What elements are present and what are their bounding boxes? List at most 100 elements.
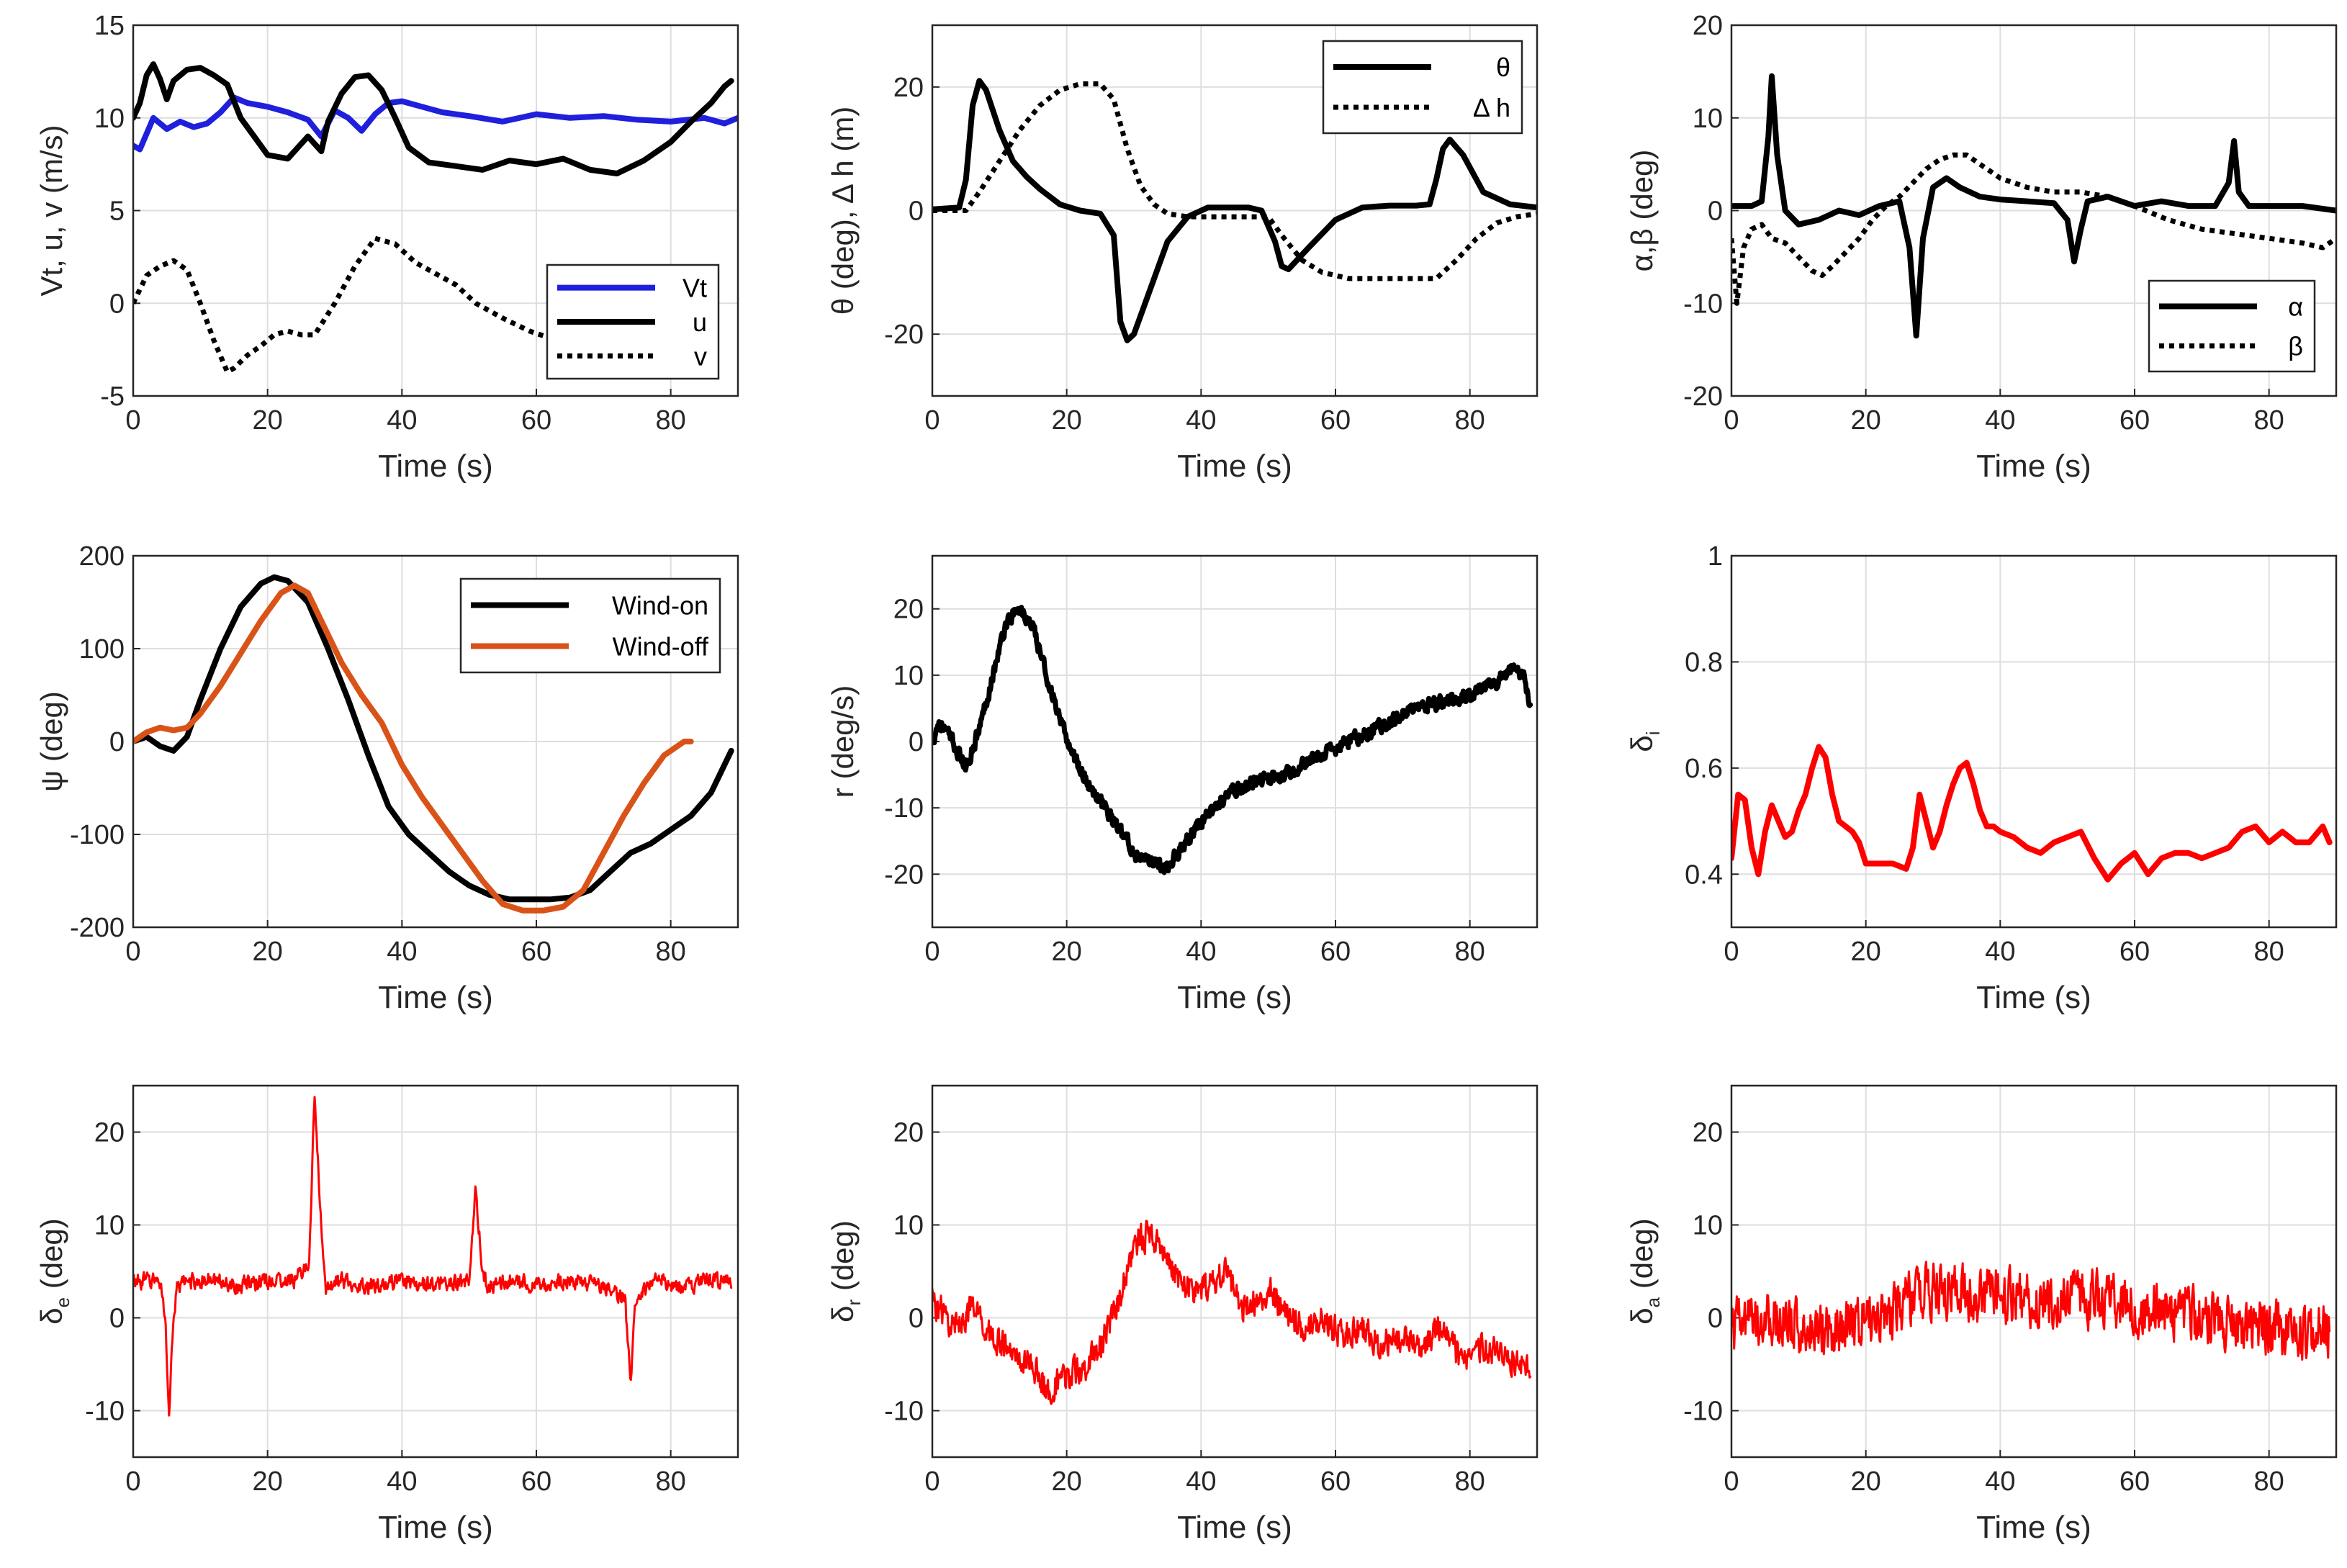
- x-tick-label: 0: [924, 937, 940, 967]
- axes-frame: [132, 24, 739, 397]
- y-axis-label: α,β (deg): [1625, 150, 1659, 272]
- x-tick-label: 40: [1985, 937, 2015, 967]
- x-tick-label: 20: [1851, 1466, 1881, 1497]
- y-tick-label: 15: [94, 11, 125, 41]
- x-tick-label: 40: [1186, 937, 1216, 967]
- y-tick-label: 10: [893, 1211, 924, 1241]
- series-line-α: [1731, 73, 2336, 339]
- y-tick-label: 20: [893, 1118, 924, 1148]
- x-axis-label: Time (s): [1177, 1510, 1292, 1545]
- series-line-s1: [1731, 744, 2333, 883]
- x-tick-label: 60: [2119, 937, 2150, 967]
- y-tick-label: 1: [1708, 541, 1723, 572]
- y-tick-label: 20: [893, 73, 924, 103]
- y-axis-label: θ (deg), Δ h (m): [826, 107, 860, 315]
- x-tick-label: 0: [125, 405, 140, 436]
- x-axis-label: Time (s): [1177, 980, 1292, 1015]
- series-line-v: [133, 235, 570, 374]
- y-tick-label: 20: [1693, 11, 1723, 41]
- y-axis-label: Vt, u, v (m/s): [35, 125, 68, 296]
- y-tick-label: 0: [1708, 197, 1723, 227]
- subplot-8: 0 20 40 60 80 -10 0 10 20 Time (s) δr (deg): [826, 1084, 1539, 1545]
- legend: θ Δ h: [1322, 40, 1523, 135]
- y-axis-label: δa (deg): [1625, 1218, 1664, 1325]
- y-tick-label: 0.6: [1685, 754, 1723, 784]
- legend-label: Vt: [683, 274, 707, 303]
- x-tick-label: 20: [253, 937, 283, 967]
- x-axis-label: Time (s): [378, 980, 493, 1015]
- legend-box: [459, 577, 721, 674]
- x-axis-label: Time (s): [1976, 449, 2091, 484]
- x-tick-label: 60: [1320, 937, 1351, 967]
- plot-area: [932, 1086, 1537, 1457]
- y-tick-label: 20: [94, 1118, 125, 1148]
- axes-frame: [931, 1084, 1539, 1459]
- series-line-s1: [932, 1220, 1532, 1405]
- y-tick-label: 0: [909, 727, 924, 757]
- x-tick-label: 80: [2254, 937, 2284, 967]
- series-line-u: [133, 61, 734, 176]
- subplot-4: 0 20 40 60 80 -200 -100 0 100 200 Wind-on Wind-off T…: [35, 541, 739, 1015]
- x-tick-label: 20: [1851, 937, 1881, 967]
- x-tick-label: 80: [2254, 1466, 2284, 1497]
- x-tick-label: 20: [1052, 1466, 1082, 1497]
- x-tick-label: 80: [2254, 405, 2284, 436]
- x-tick-label: 40: [1985, 1466, 2015, 1497]
- y-tick-label: 0.8: [1685, 647, 1723, 677]
- y-tick-label: -20: [1683, 382, 1723, 412]
- subplot-6: 0 20 40 60 80 0.4 0.6 0.8 1 Time (s) δi: [1625, 541, 2338, 1015]
- y-tick-label: 5: [109, 197, 125, 227]
- legend: αβ: [2148, 279, 2316, 373]
- y-tick-label: 10: [94, 1211, 125, 1241]
- x-axis-label: Time (s): [1976, 980, 2091, 1015]
- y-tick-label: 0: [109, 289, 125, 319]
- y-tick-label: 0: [1708, 1304, 1723, 1334]
- legend-label: β: [2288, 332, 2303, 361]
- x-tick-label: 60: [521, 405, 551, 436]
- x-tick-label: 80: [1455, 405, 1485, 436]
- series-line-s1: [1731, 1261, 2331, 1361]
- subplot-2: 0 20 40 60 80 -20 0 20 θ Δ h Time (s) θ (deg), Δ h …: [826, 24, 1539, 484]
- series-line-s1: [133, 1096, 733, 1417]
- legend-label: v: [694, 341, 707, 371]
- series-line-wind-on: [133, 574, 734, 903]
- x-tick-label: 0: [125, 937, 140, 967]
- x-tick-label: 0: [1724, 937, 1739, 967]
- x-tick-label: 60: [2119, 1466, 2150, 1497]
- x-axis-label: Time (s): [1177, 449, 1292, 484]
- y-tick-label: 0: [109, 727, 125, 757]
- legend: Wind-on Wind-off: [459, 577, 721, 674]
- y-tick-label: -100: [70, 820, 125, 850]
- x-tick-label: 20: [253, 1466, 283, 1497]
- x-tick-label: 40: [1186, 1466, 1216, 1497]
- legend: Vt uv: [546, 263, 720, 380]
- x-tick-label: 60: [521, 1466, 551, 1497]
- y-axis-label: δi: [1625, 731, 1664, 752]
- legend-box: [2148, 279, 2316, 373]
- y-tick-label: -5: [100, 382, 125, 412]
- x-axis-label: Time (s): [378, 449, 493, 484]
- x-axis-label: Time (s): [1976, 1510, 2091, 1545]
- series-line-wind-off: [133, 582, 694, 914]
- y-axis-label: ψ (deg): [35, 691, 68, 792]
- axes-frame: [1730, 24, 2338, 397]
- x-tick-label: 60: [521, 937, 551, 967]
- x-tick-label: 80: [656, 1466, 686, 1497]
- y-tick-label: 20: [1693, 1118, 1723, 1148]
- series-line-θ: [932, 78, 1537, 343]
- series-line-β: [1731, 152, 2336, 306]
- x-tick-label: 80: [1455, 1466, 1485, 1497]
- x-tick-label: 0: [924, 405, 940, 436]
- subplot-9: 0 20 40 60 80 -10 0 10 20 Time (s) δa (deg): [1625, 1084, 2338, 1545]
- y-tick-label: 100: [79, 634, 125, 664]
- x-tick-label: 40: [387, 405, 417, 436]
- x-tick-label: 0: [125, 1466, 140, 1497]
- series-line-vt: [133, 94, 738, 153]
- y-axis-label: δe (deg): [35, 1218, 73, 1325]
- y-tick-label: 10: [893, 661, 924, 691]
- y-tick-label: 10: [94, 104, 125, 134]
- x-tick-label: 80: [656, 937, 686, 967]
- y-tick-label: -200: [70, 913, 125, 943]
- subplot-7: 0 20 40 60 80 -10 0 10 20 Time (s) δe (deg): [35, 1084, 739, 1545]
